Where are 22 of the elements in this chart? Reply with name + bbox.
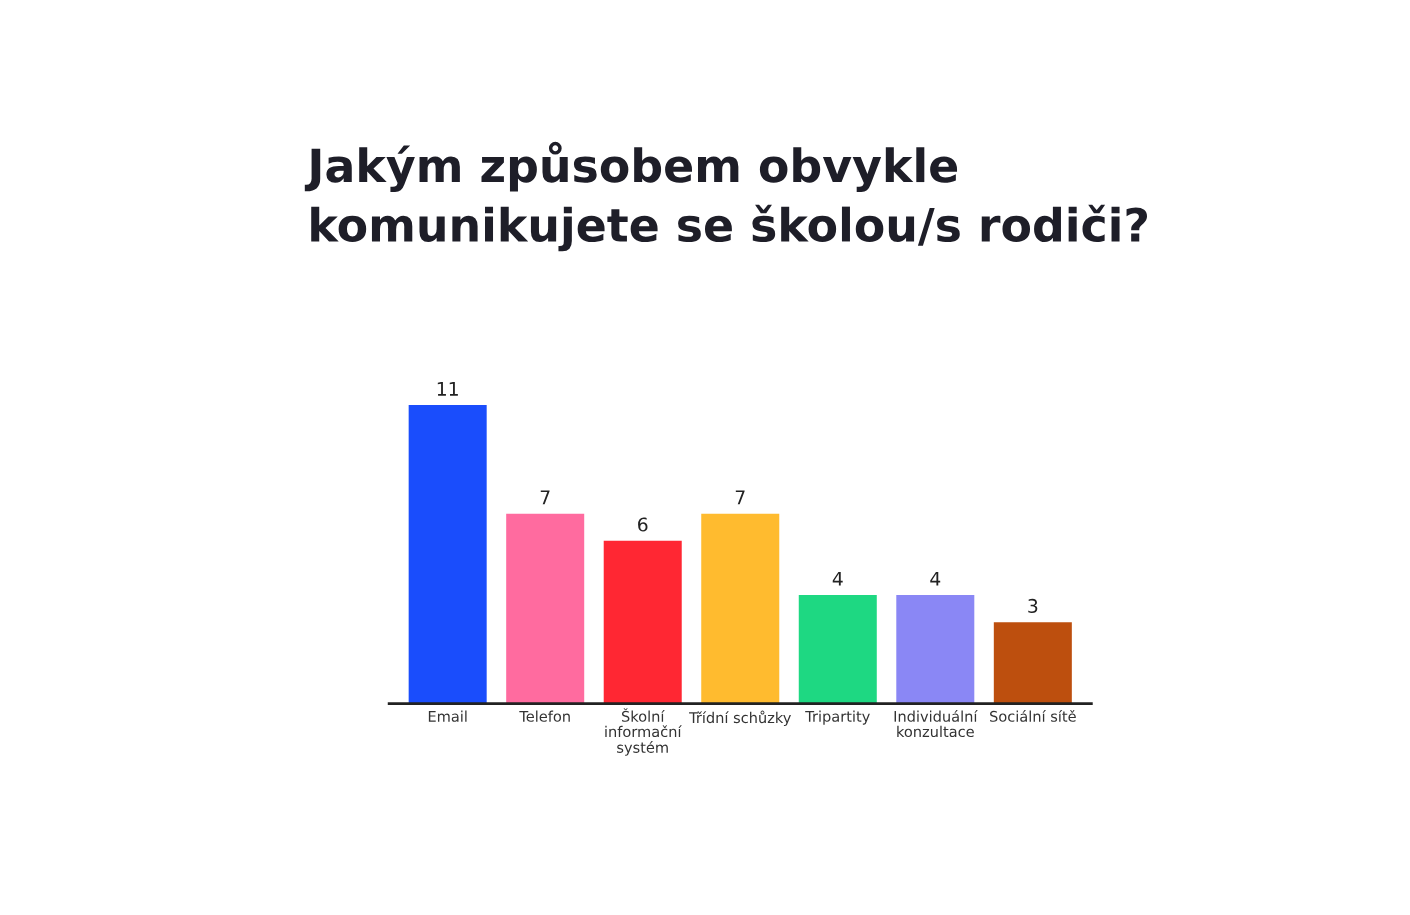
data-label: 4 (832, 571, 843, 586)
data-label: 4 (930, 571, 941, 586)
x-tick-label: Sociální sítě (990, 710, 1076, 722)
x-tick-label: Tripartity (805, 710, 870, 725)
bar (701, 513, 780, 704)
bar (408, 405, 487, 704)
data-label: 11 (437, 381, 458, 396)
x-tick-label: Třídní schůzky (689, 710, 791, 726)
data-label: 3 (1028, 598, 1038, 614)
bar (603, 540, 682, 704)
x-tick-label: Telefon (519, 710, 570, 722)
bar (798, 595, 877, 704)
x-tick-label: Email (428, 710, 467, 722)
x-tick-label: Individuální konzultace (894, 710, 978, 738)
bar (993, 622, 1072, 704)
data-label: 7 (540, 490, 550, 505)
x-tick-label: Školní informační systém (605, 708, 682, 756)
data-label: 6 (638, 517, 648, 532)
chart-title: Jakým způsobem obvykle komunikujete se školou/s rodiči? (304, 141, 1148, 252)
data-label: 7 (735, 490, 745, 505)
bar (896, 595, 975, 704)
bar (506, 513, 585, 704)
